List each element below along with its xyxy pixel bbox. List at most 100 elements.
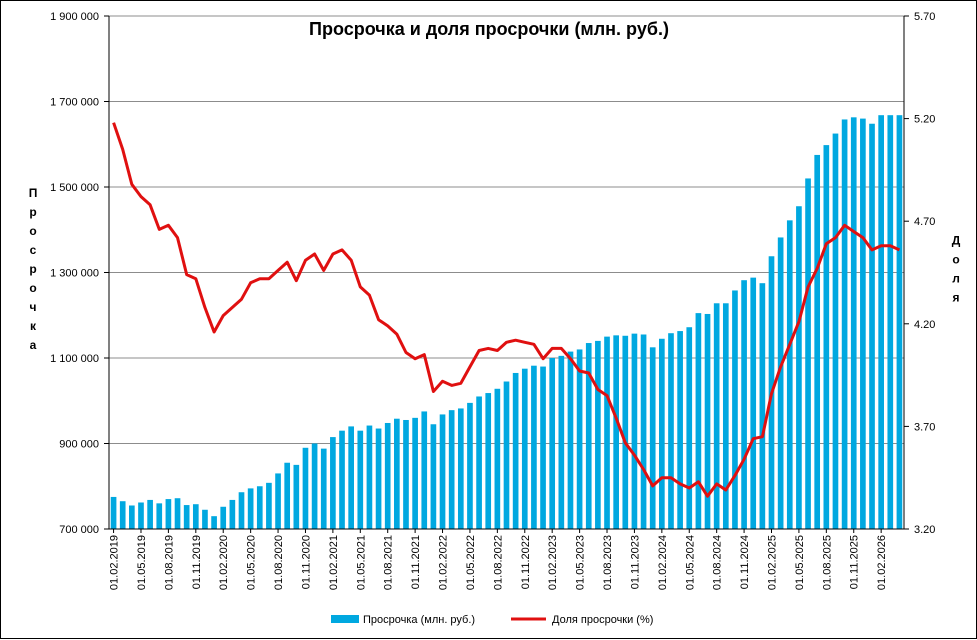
chart-title: Просрочка и доля просрочки (млн. руб.) — [309, 19, 669, 39]
y-right-tick-label: 5.20 — [914, 114, 935, 126]
bar — [777, 237, 784, 529]
x-tick-label: 01.11.2024 — [739, 535, 751, 589]
bar — [330, 437, 336, 529]
legend-label-line: Доля просрочки (%) — [552, 614, 653, 626]
bar — [366, 425, 373, 529]
x-tick-label: 01.02.2019 — [109, 535, 121, 590]
bar — [860, 118, 866, 529]
bar — [668, 333, 674, 529]
bar — [129, 505, 135, 529]
bar — [549, 358, 556, 529]
bar — [850, 117, 857, 529]
y-right-tick-label: 4.20 — [914, 319, 935, 331]
bar — [649, 347, 656, 529]
bar — [595, 340, 601, 529]
x-tick-label: 01.08.2022 — [492, 535, 504, 590]
x-tick-label: 01.05.2021 — [355, 535, 367, 590]
bar — [403, 419, 409, 529]
x-tick-label: 01.05.2020 — [246, 535, 258, 590]
bar — [576, 349, 583, 529]
x-tick-label: 01.05.2019 — [136, 535, 148, 590]
bar — [256, 486, 263, 529]
bar — [220, 506, 227, 529]
line-series-path — [112, 122, 901, 498]
bar — [439, 414, 446, 529]
bar — [275, 473, 281, 529]
x-tick-label: 01.02.2020 — [218, 535, 230, 590]
bar — [320, 448, 327, 529]
bar — [202, 509, 208, 529]
bar — [430, 424, 437, 529]
x-tick-label: 01.02.2025 — [767, 535, 779, 590]
y-left-tick-label: 900 000 — [59, 439, 99, 451]
bar — [823, 145, 830, 530]
x-tick-label: 01.11.2021 — [410, 535, 422, 589]
bar — [759, 283, 766, 529]
x-tick-label: 01.05.2024 — [684, 535, 696, 590]
x-tick-label: 01.08.2021 — [383, 535, 395, 590]
bar — [832, 133, 839, 529]
legend-label-bar: Просрочка (млн. руб.) — [363, 614, 475, 626]
bar — [613, 335, 619, 529]
y-left-tick-label: 1 100 000 — [50, 353, 99, 365]
bar — [531, 365, 537, 529]
tick-labels: 700 000 900 000 1 100 000 1 300 000 1 500 00… — [50, 11, 935, 590]
bar — [119, 501, 126, 529]
bar — [147, 499, 153, 529]
bar — [412, 417, 418, 529]
bar — [869, 123, 875, 529]
bar — [165, 499, 172, 529]
bar — [448, 410, 455, 529]
bar — [183, 505, 190, 529]
bar — [394, 418, 400, 529]
y-right-tick-label: 3.20 — [914, 524, 935, 536]
bar — [713, 303, 720, 529]
x-tick-label: 01.11.2025 — [849, 535, 861, 589]
bar — [211, 516, 217, 529]
bar — [266, 482, 272, 529]
bar — [384, 422, 391, 529]
y-right-tick-label: 5.70 — [914, 11, 935, 23]
x-tick-label: 01.11.2020 — [300, 535, 312, 589]
y-left-tick-label: 1 300 000 — [50, 268, 99, 280]
bar — [238, 492, 245, 529]
bar — [741, 280, 747, 529]
bar — [348, 426, 354, 529]
bar — [375, 428, 382, 529]
bar — [677, 331, 683, 529]
x-tick-label: 01.02.2022 — [438, 535, 450, 590]
bar — [585, 343, 592, 529]
bars — [110, 115, 903, 530]
bar — [878, 115, 884, 530]
bar — [110, 496, 117, 529]
bar — [659, 338, 665, 529]
bar — [521, 368, 528, 529]
x-tick-label: 01.05.2025 — [794, 535, 806, 590]
bar — [457, 408, 464, 529]
bar — [841, 119, 848, 529]
y-left-tick-label: 1 700 000 — [50, 97, 99, 109]
x-tick-label: 01.02.2023 — [547, 535, 559, 590]
bar — [640, 334, 647, 529]
bar — [796, 206, 802, 530]
bar — [622, 335, 629, 529]
x-tick-label: 01.08.2020 — [273, 535, 285, 590]
bar — [229, 499, 236, 529]
bar — [540, 366, 546, 529]
bar — [247, 488, 254, 529]
bar — [786, 220, 793, 529]
bar — [631, 333, 638, 529]
x-tick-label: 01.08.2025 — [821, 535, 833, 590]
bar — [686, 327, 693, 529]
bar — [174, 498, 181, 529]
bar — [192, 504, 199, 529]
bar — [138, 502, 144, 529]
gridlines — [109, 15, 904, 530]
y-left-tick-label: 1 900 000 — [50, 11, 99, 23]
bar — [567, 351, 574, 529]
bar — [704, 313, 711, 529]
bar — [722, 303, 729, 529]
